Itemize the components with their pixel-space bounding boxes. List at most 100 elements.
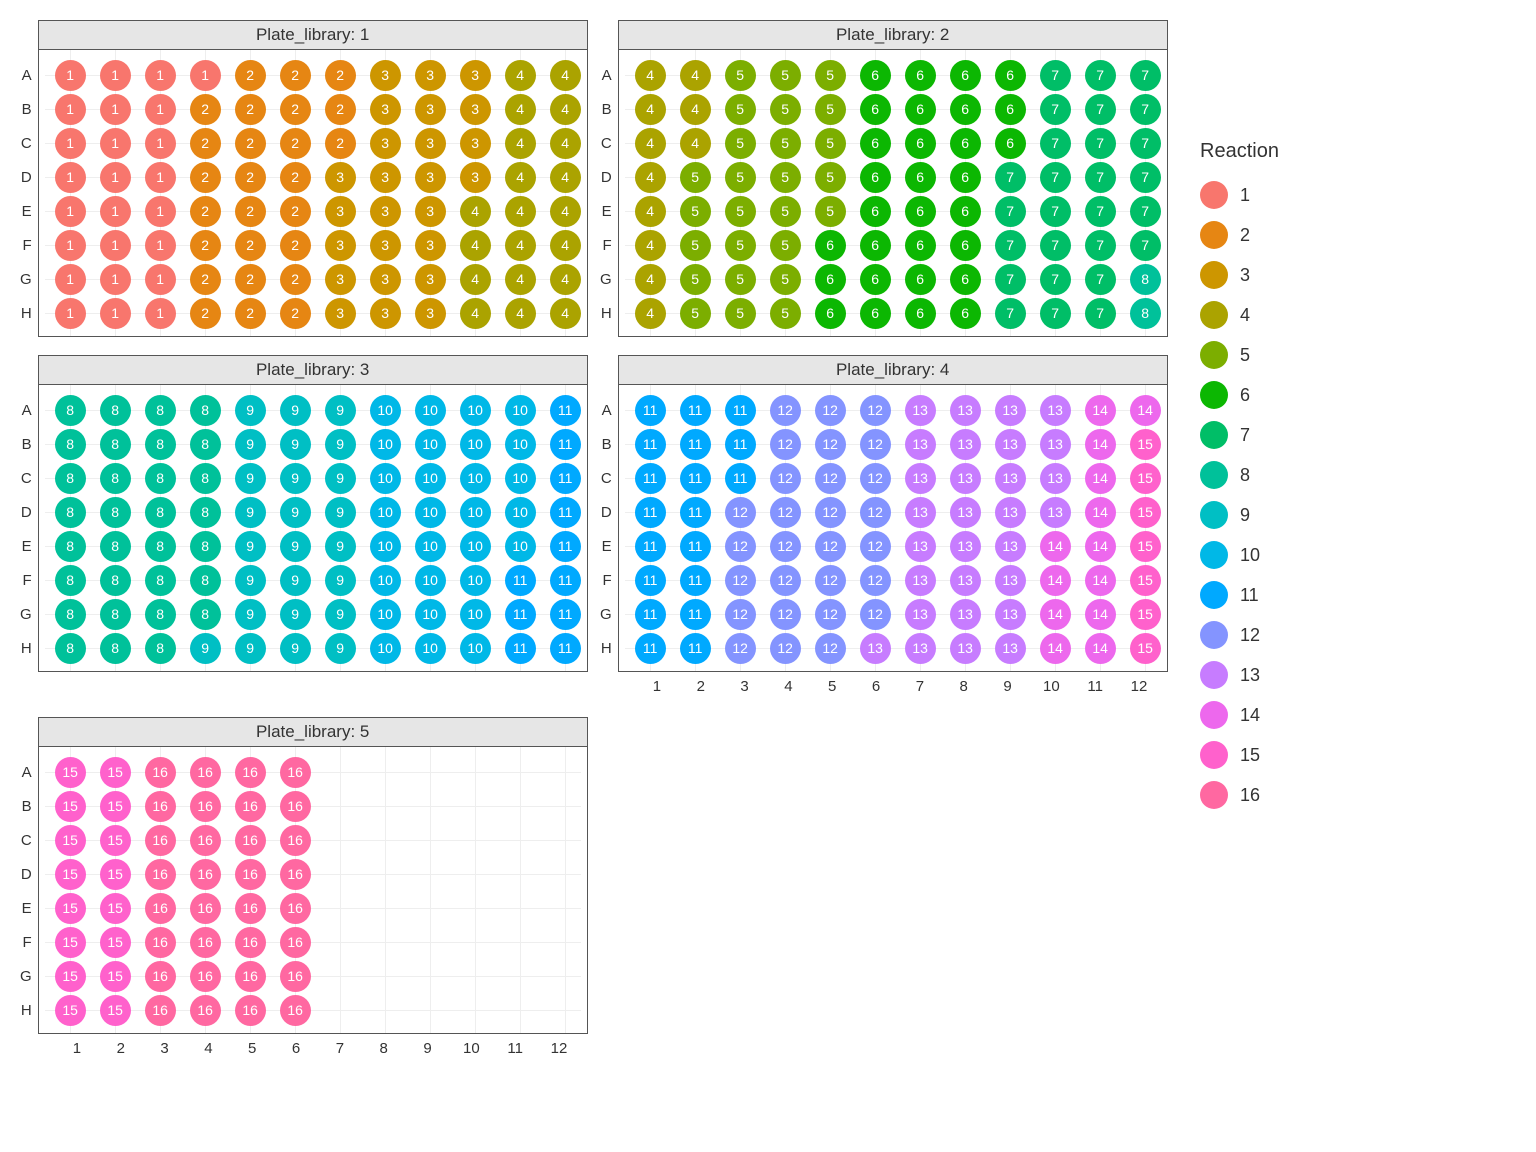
well: 12 — [770, 531, 801, 562]
well: 12 — [815, 395, 846, 426]
well: 16 — [145, 757, 176, 788]
well: 13 — [995, 599, 1026, 630]
legend-label: 4 — [1240, 305, 1250, 326]
facet-grid: ABCDEFGHPlate_library: 11111222333441112… — [20, 20, 1160, 1061]
x-tick-label: 7 — [325, 1040, 355, 1057]
well: 12 — [725, 599, 756, 630]
empty-well — [415, 791, 446, 822]
x-axis: 123456789101112 — [636, 678, 1160, 699]
panel-frame: Plate_library: 4111111121212131313131414… — [618, 355, 1168, 672]
well: 5 — [770, 162, 801, 193]
well: 13 — [995, 497, 1026, 528]
well: 16 — [280, 995, 311, 1026]
well: 4 — [550, 230, 581, 261]
plate-row: 151516161616 — [45, 925, 581, 959]
well: 8 — [100, 565, 131, 596]
y-tick-label: D — [600, 495, 618, 529]
well: 15 — [55, 995, 86, 1026]
well: 13 — [860, 633, 891, 664]
empty-well — [370, 825, 401, 856]
well: 9 — [325, 497, 356, 528]
legend-item: 4 — [1200, 295, 1279, 335]
plate-row: 111112121213131313141415 — [625, 631, 1161, 665]
empty-well — [550, 757, 581, 788]
well: 4 — [505, 162, 536, 193]
y-tick-label: D — [20, 495, 38, 529]
empty-well — [550, 927, 581, 958]
well: 2 — [325, 94, 356, 125]
well: 10 — [370, 565, 401, 596]
plate-row: 88889991010101011 — [45, 495, 581, 529]
y-tick-label: B — [20, 427, 38, 461]
well: 3 — [325, 230, 356, 261]
well: 11 — [505, 599, 536, 630]
well: 11 — [635, 395, 666, 426]
plate-row: 151516161616 — [45, 857, 581, 891]
well: 2 — [190, 230, 221, 261]
well: 13 — [950, 633, 981, 664]
well: 12 — [860, 531, 891, 562]
legend-swatch — [1200, 221, 1228, 249]
well: 11 — [550, 463, 581, 494]
well: 2 — [235, 298, 266, 329]
y-tick-label: H — [600, 631, 618, 665]
legend-swatch — [1200, 461, 1228, 489]
well: 10 — [370, 395, 401, 426]
well: 6 — [950, 128, 981, 159]
well: 8 — [100, 429, 131, 460]
well: 12 — [725, 531, 756, 562]
legend: Reaction 12345678910111213141516 — [1200, 140, 1279, 815]
legend-item: 9 — [1200, 495, 1279, 535]
x-tick-label: 12 — [1124, 678, 1154, 695]
well: 16 — [235, 825, 266, 856]
well: 5 — [815, 162, 846, 193]
well: 5 — [770, 230, 801, 261]
y-axis: ABCDEFGH — [20, 755, 38, 1027]
well: 12 — [770, 497, 801, 528]
well: 10 — [460, 429, 491, 460]
well: 11 — [725, 395, 756, 426]
well: 8 — [55, 599, 86, 630]
well: 14 — [1040, 531, 1071, 562]
well: 12 — [815, 429, 846, 460]
well: 15 — [100, 791, 131, 822]
well: 7 — [1040, 230, 1071, 261]
well: 7 — [1040, 298, 1071, 329]
well: 1 — [190, 60, 221, 91]
well: 13 — [905, 395, 936, 426]
x-tick-label: 8 — [949, 678, 979, 695]
well: 9 — [235, 599, 266, 630]
empty-well — [325, 927, 356, 958]
well: 16 — [235, 791, 266, 822]
legend-label: 3 — [1240, 265, 1250, 286]
well: 4 — [550, 128, 581, 159]
well: 11 — [550, 395, 581, 426]
empty-well — [460, 995, 491, 1026]
well: 13 — [905, 565, 936, 596]
well: 8 — [1130, 298, 1161, 329]
plate-row: 151516161616 — [45, 789, 581, 823]
well: 10 — [415, 599, 446, 630]
well: 16 — [190, 961, 221, 992]
well: 3 — [370, 230, 401, 261]
legend-item: 6 — [1200, 375, 1279, 415]
well: 4 — [460, 196, 491, 227]
well: 16 — [190, 893, 221, 924]
well: 7 — [1130, 230, 1161, 261]
well: 12 — [860, 429, 891, 460]
well: 7 — [1085, 298, 1116, 329]
well: 10 — [460, 531, 491, 562]
well: 2 — [235, 196, 266, 227]
well: 2 — [235, 94, 266, 125]
panel-body: 1111111212121313131314141111111212121313… — [619, 385, 1167, 671]
well: 6 — [950, 298, 981, 329]
well: 3 — [370, 94, 401, 125]
plate-row: 111222233344 — [45, 126, 581, 160]
legend-item: 13 — [1200, 655, 1279, 695]
well: 1 — [145, 94, 176, 125]
well: 3 — [325, 264, 356, 295]
well: 15 — [100, 757, 131, 788]
well: 3 — [370, 298, 401, 329]
well: 2 — [190, 298, 221, 329]
legend-swatch — [1200, 341, 1228, 369]
